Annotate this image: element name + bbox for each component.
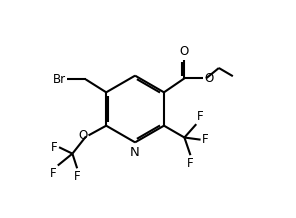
Text: F: F [50, 167, 57, 180]
Text: O: O [205, 72, 214, 85]
Text: F: F [74, 170, 81, 183]
Text: F: F [187, 157, 194, 170]
Text: F: F [52, 141, 58, 154]
Text: O: O [78, 129, 88, 142]
Text: N: N [130, 146, 140, 159]
Text: Br: Br [53, 73, 66, 86]
Text: O: O [180, 45, 189, 58]
Text: F: F [197, 110, 204, 123]
Text: F: F [202, 133, 209, 146]
